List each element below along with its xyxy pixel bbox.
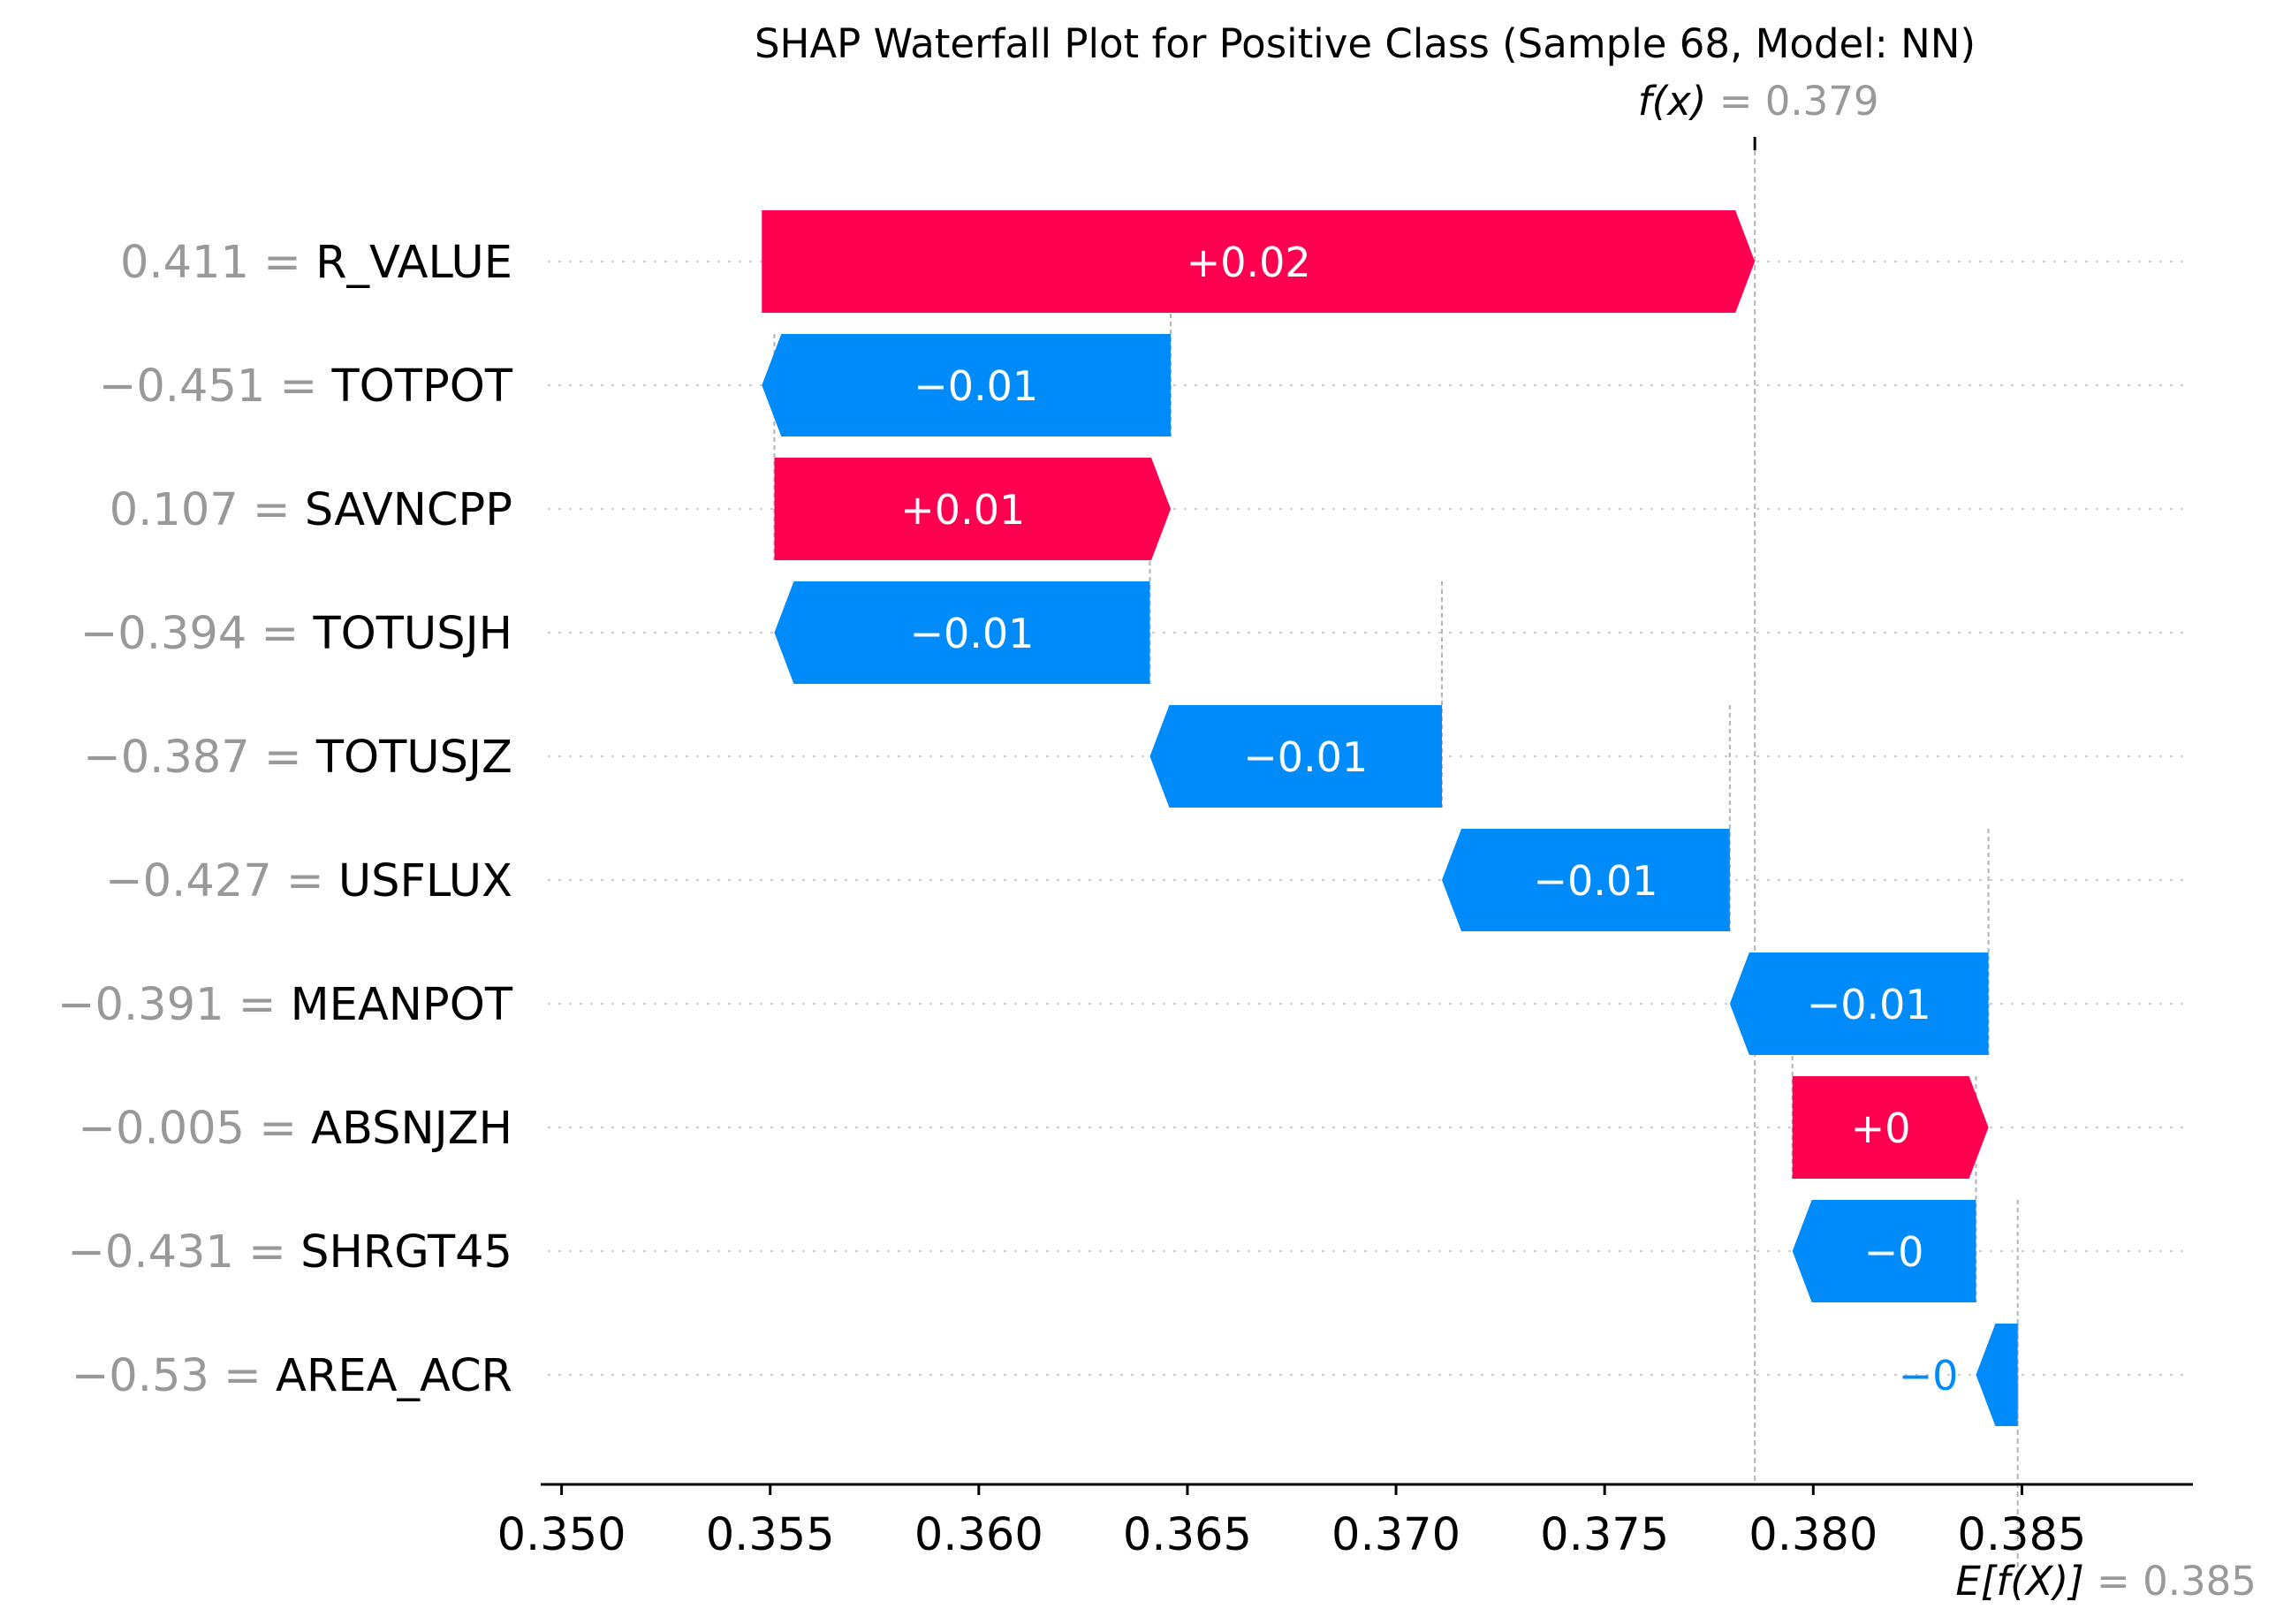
feature-value: −0.427 = xyxy=(105,855,338,907)
ex-value: = 0.385 xyxy=(2084,1558,2257,1605)
fx-label: f(x) xyxy=(1638,78,1707,125)
feature-label: −0.431 = SHRGT45 xyxy=(67,1226,512,1279)
fx-value: = 0.379 xyxy=(1706,78,1878,125)
feature-value: −0.394 = xyxy=(80,608,314,660)
feature-value: −0.005 = xyxy=(78,1103,311,1155)
waterfall-bar-shrgt45 xyxy=(1792,1200,1976,1302)
feature-value: −0.53 = xyxy=(72,1350,276,1402)
bar-value-label: −0.01 xyxy=(1243,733,1368,781)
ex-label: E[f(X)] xyxy=(1955,1558,2083,1605)
ex-annotation: E[f(X)] = 0.385 xyxy=(1955,1558,2256,1605)
waterfall-bar-savncpp xyxy=(774,458,1172,560)
waterfall-bar-totusjh xyxy=(774,581,1150,684)
bar-value-label: +0 xyxy=(1851,1104,1911,1152)
bar-value-label: −0 xyxy=(1864,1228,1924,1276)
x-tick-label: 0.375 xyxy=(1540,1509,1669,1561)
feature-label: −0.53 = AREA_ACR xyxy=(72,1350,512,1402)
feature-value: −0.431 = xyxy=(67,1226,300,1279)
x-tick-label: 0.360 xyxy=(914,1509,1043,1561)
bar-value-label: −0.01 xyxy=(909,610,1034,657)
feature-label: −0.005 = ABSNJZH xyxy=(78,1103,512,1155)
bar-value-label: −0.01 xyxy=(1807,981,1931,1028)
feature-name: SHRGT45 xyxy=(300,1226,512,1279)
feature-name: TOTUSJZ xyxy=(315,732,512,784)
feature-label: −0.391 = MEANPOT xyxy=(57,979,513,1031)
bar-value-label: −0.01 xyxy=(914,362,1038,410)
feature-name: R_VALUE xyxy=(315,237,512,289)
x-tick-label: 0.370 xyxy=(1331,1509,1460,1561)
waterfall-bar-meanpot xyxy=(1729,952,1989,1055)
feature-name: SAVNCPP xyxy=(305,484,512,536)
feature-name: TOTUSJH xyxy=(312,608,512,660)
fx-annotation: f(x) = 0.379 xyxy=(1638,78,1879,125)
waterfall-bar-r_value xyxy=(762,210,1756,313)
feature-value: 0.411 = xyxy=(120,237,315,289)
bar-value-label: −0 xyxy=(1899,1352,1959,1400)
feature-name: USFLUX xyxy=(338,855,512,907)
feature-value: −0.451 = xyxy=(99,360,332,413)
feature-label: 0.107 = SAVNCPP xyxy=(110,484,512,536)
feature-value: −0.387 = xyxy=(83,732,316,784)
feature-label: −0.394 = TOTUSJH xyxy=(80,608,512,660)
bar-value-label: +0.02 xyxy=(1187,239,1311,286)
waterfall-bar-totpot xyxy=(762,334,1172,436)
feature-name: ABSNJZH xyxy=(311,1103,512,1155)
feature-label: −0.427 = USFLUX xyxy=(105,855,512,907)
feature-label: −0.451 = TOTPOT xyxy=(99,360,513,413)
x-tick-label: 0.385 xyxy=(1957,1509,2086,1561)
x-tick-label: 0.380 xyxy=(1749,1509,1878,1561)
chart-title: SHAP Waterfall Plot for Positive Class (… xyxy=(755,20,1976,67)
bar-value-label: −0.01 xyxy=(1533,857,1658,905)
feature-name: AREA_ACR xyxy=(276,1350,512,1402)
waterfall-bar-area_acr xyxy=(1976,1324,2018,1426)
feature-label: 0.411 = R_VALUE xyxy=(120,237,512,289)
feature-name: MEANPOT xyxy=(291,979,513,1031)
waterfall-bar-absnjzh xyxy=(1792,1076,1989,1179)
feature-value: 0.107 = xyxy=(110,484,305,536)
x-tick-label: 0.365 xyxy=(1123,1509,1252,1561)
feature-name: TOTPOT xyxy=(331,360,513,413)
bar-value-label: +0.01 xyxy=(900,486,1025,534)
waterfall-bar-totusjz xyxy=(1149,705,1442,808)
feature-label: −0.387 = TOTUSJZ xyxy=(83,732,512,784)
waterfall-bar-usflux xyxy=(1442,829,1730,931)
feature-value: −0.391 = xyxy=(57,979,291,1031)
x-tick-label: 0.355 xyxy=(706,1509,835,1561)
x-tick-label: 0.350 xyxy=(497,1509,626,1561)
